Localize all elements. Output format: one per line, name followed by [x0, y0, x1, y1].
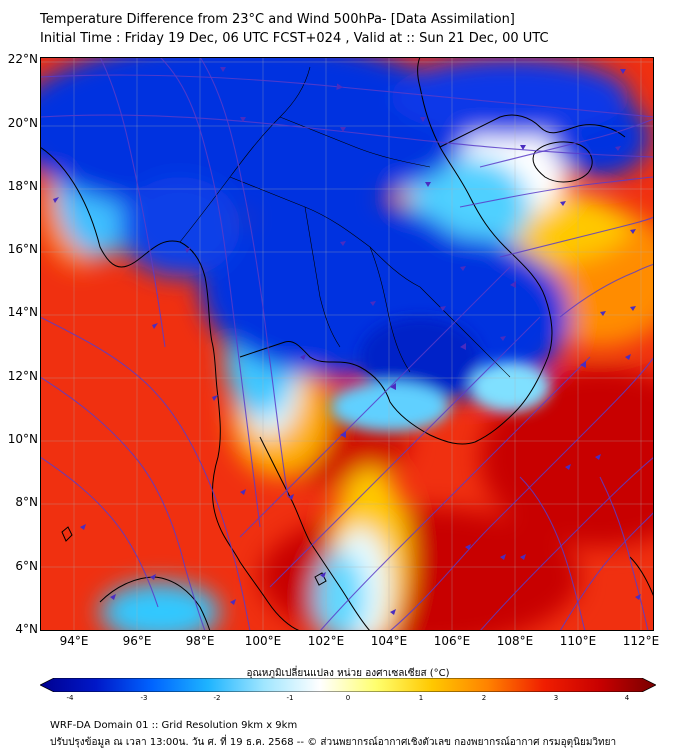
lon-label: 98°E [185, 634, 215, 648]
footer-credit: ปรับปรุงข้อมูล ณ เวลา 13:00น. วัน ศ. ที่… [50, 737, 617, 748]
cool-rim [470, 362, 550, 412]
cool-rim [330, 382, 450, 432]
map-frame [40, 57, 654, 631]
lat-label: 8°N [15, 495, 38, 509]
colorbar-tick: -2 [213, 694, 221, 702]
lon-label: 112°E [622, 634, 660, 648]
lon-label: 94°E [59, 634, 89, 648]
cold-region [390, 57, 630, 137]
footer-model-info: WRF-DA Domain 01 :: Grid Resolution 9km … [50, 720, 298, 731]
lon-label: 108°E [496, 634, 534, 648]
colorbar-tick: 0 [345, 694, 351, 702]
chart-title: Temperature Difference from 23°C and Win… [40, 12, 515, 27]
chart-subtitle: Initial Time : Friday 19 Dec, 06 UTC FCS… [40, 31, 549, 46]
lon-label: 106°E [433, 634, 471, 648]
colorbar-tick: 4 [624, 694, 630, 702]
lat-label: 12°N [7, 369, 38, 383]
lat-label: 18°N [7, 179, 38, 193]
strong-warm-patch [480, 367, 654, 547]
cool-patch [315, 552, 365, 631]
lat-label: 22°N [7, 52, 38, 66]
grid [40, 57, 654, 631]
colorbar [40, 678, 656, 692]
cold-region [40, 57, 470, 217]
lon-label: 110°E [559, 634, 597, 648]
lat-label: 16°N [7, 242, 38, 256]
coastline [40, 57, 654, 631]
colorbar-tick: 1 [418, 694, 424, 702]
colorbar-tick: -4 [66, 694, 74, 702]
lon-label: 104°E [370, 634, 408, 648]
colorbar-tick: -1 [286, 694, 294, 702]
colorbar-tick: -3 [140, 694, 148, 702]
colorbar-tick: 2 [481, 694, 487, 702]
lat-label: 14°N [7, 305, 38, 319]
lon-label: 96°E [122, 634, 152, 648]
temperature-map [40, 57, 654, 631]
wind-streamlines [40, 57, 654, 631]
lon-label: 100°E [244, 634, 282, 648]
wind-arrows [53, 67, 641, 615]
lat-label: 4°N [15, 622, 38, 636]
colorbar-title: อุณหภูมิเปลี่ยนแปลง หน่วย องศาเซลเซียส (… [246, 668, 450, 679]
lat-label: 6°N [15, 559, 38, 573]
lat-label: 20°N [7, 116, 38, 130]
lat-label: 10°N [7, 432, 38, 446]
colorbar-tick: 3 [553, 694, 559, 702]
lon-label: 102°E [307, 634, 345, 648]
